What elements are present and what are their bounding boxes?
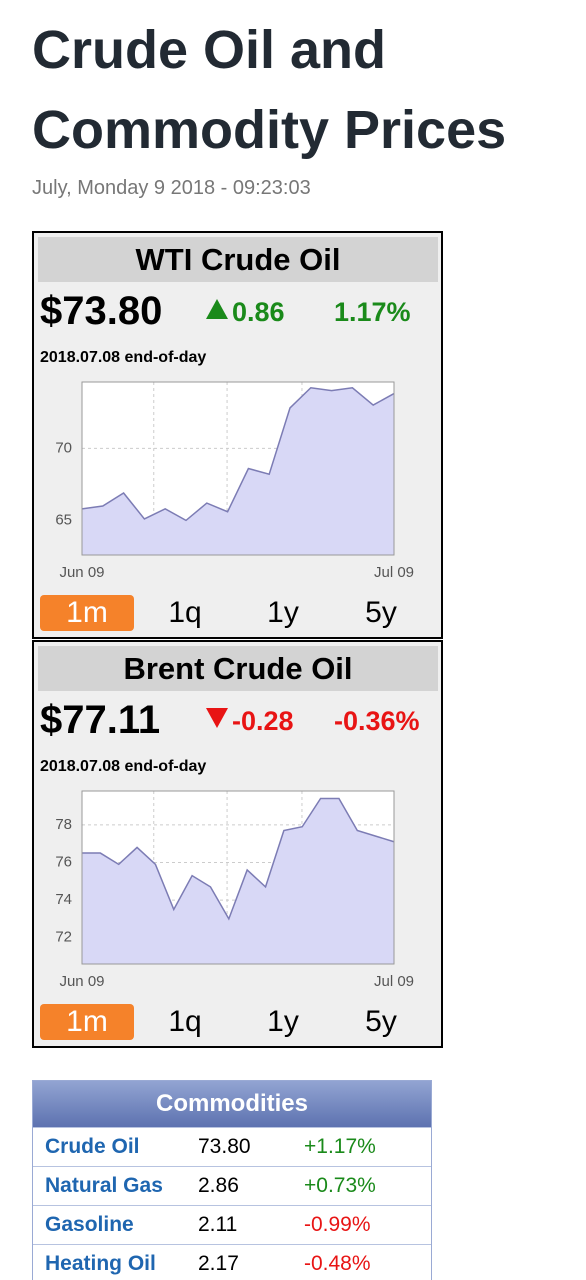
- commodity-change: +1.17%: [304, 1135, 376, 1158]
- range-tab[interactable]: 1q: [168, 1005, 202, 1038]
- commodity-name[interactable]: Crude Oil: [45, 1135, 140, 1158]
- change-pct: 1.17%: [334, 297, 411, 327]
- y-tick-label: 76: [55, 853, 72, 870]
- commodity-name[interactable]: Gasoline: [45, 1213, 134, 1236]
- trend-arrow: [206, 299, 228, 319]
- trend-arrow: [206, 708, 228, 728]
- range-tab[interactable]: 1y: [267, 596, 299, 629]
- date-label: 2018.07.08 end-of-day: [40, 758, 207, 775]
- change-value: -0.28: [232, 706, 294, 736]
- table-header: Commodities: [33, 1081, 431, 1127]
- quote-widget: Brent Crude Oil $77.11 -0.28 -0.36% 2018.07.…: [32, 640, 443, 1048]
- x-tick-label: Jun 09: [59, 973, 104, 990]
- y-tick-label: 74: [55, 891, 72, 908]
- range-tab[interactable]: 5y: [365, 1005, 397, 1038]
- table-row: Gasoline 2.11 -0.99%: [33, 1205, 431, 1244]
- chart: 65 70 Jun 09 Jul 09: [55, 381, 414, 581]
- range-tab[interactable]: 1y: [267, 1005, 299, 1038]
- range-tab[interactable]: 1q: [168, 596, 202, 629]
- commodity-change: -0.99%: [304, 1213, 371, 1236]
- change: -0.28: [206, 706, 294, 737]
- x-tick-label: Jun 09: [59, 564, 104, 581]
- change-value: 0.86: [232, 297, 285, 327]
- commodity-change: +0.73%: [304, 1174, 376, 1197]
- quote-widget: WTI Crude Oil $73.80 0.86 1.17% 2018.07.08 e…: [32, 231, 443, 639]
- page-title: Crude Oil and Commodity Prices: [32, 20, 507, 160]
- change-pct: -0.36%: [334, 706, 420, 736]
- range-tab[interactable]: 5y: [365, 596, 397, 629]
- range-tab[interactable]: 1m: [40, 1004, 134, 1040]
- plot-border: [81, 790, 395, 965]
- commodity-price: 2.86: [198, 1174, 239, 1197]
- commodity-price: 73.80: [198, 1135, 251, 1158]
- widget-title: Brent Crude Oil: [38, 646, 438, 691]
- area: [82, 387, 394, 555]
- line: [81, 386, 395, 522]
- y-tick-label: 78: [55, 816, 72, 833]
- line: [82, 797, 395, 921]
- y-tick-label: 65: [55, 511, 72, 528]
- table-row: Heating Oil 2.17 -0.48%: [33, 1244, 431, 1280]
- x-tick-label: Jul 09: [374, 973, 414, 990]
- table-row: Natural Gas 2.86 +0.73%: [33, 1166, 431, 1205]
- date-label: 2018.07.08 end-of-day: [40, 349, 207, 366]
- y-tick-label: 72: [55, 929, 72, 946]
- x-tick-label: Jul 09: [374, 564, 414, 581]
- change: 0.86: [206, 297, 285, 328]
- commodity-name[interactable]: Heating Oil: [45, 1252, 156, 1275]
- area: [82, 798, 394, 964]
- price: $73.80: [40, 289, 163, 333]
- y-tick-label: 70: [55, 439, 72, 456]
- date: July, Monday 9 2018 - 09:23:03: [32, 177, 311, 199]
- price: $77.11: [40, 698, 161, 742]
- widget-title: WTI Crude Oil: [38, 237, 438, 282]
- commodity-change: -0.48%: [304, 1252, 371, 1275]
- commodity-price: 2.17: [198, 1252, 239, 1275]
- commodity-price: 2.11: [198, 1213, 238, 1236]
- table-row: Crude Oil 73.80 +1.17%: [33, 1127, 431, 1166]
- commodity-name[interactable]: Natural Gas: [45, 1174, 163, 1197]
- commodities-table: Commodities Crude Oil 73.80 +1.17% Natural G…: [32, 1080, 432, 1280]
- plot-border: [81, 381, 395, 556]
- range-tab[interactable]: 1m: [40, 595, 134, 631]
- chart: 72 74 76 78 Jun 09 Jul 09: [55, 790, 414, 990]
